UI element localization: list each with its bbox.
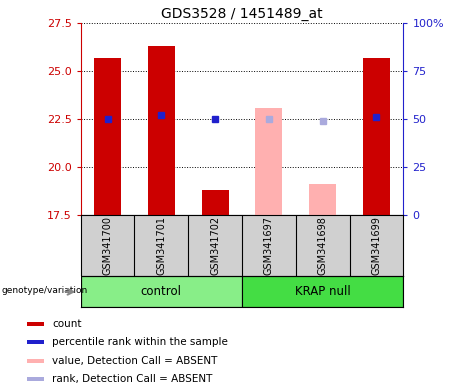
Text: GSM341700: GSM341700: [102, 216, 112, 275]
Text: GSM341697: GSM341697: [264, 216, 274, 275]
Bar: [27, 322, 44, 326]
Bar: [27, 359, 44, 362]
Bar: [309, 184, 336, 215]
Text: GSM341698: GSM341698: [318, 216, 328, 275]
Bar: [148, 46, 175, 215]
Text: GSM341701: GSM341701: [156, 216, 166, 275]
Bar: [242, 276, 403, 307]
Bar: [201, 190, 229, 215]
Bar: [27, 340, 44, 344]
Title: GDS3528 / 1451489_at: GDS3528 / 1451489_at: [161, 7, 323, 21]
Text: control: control: [141, 285, 182, 298]
Text: genotype/variation: genotype/variation: [1, 286, 88, 295]
Text: value, Detection Call = ABSENT: value, Detection Call = ABSENT: [52, 356, 218, 366]
Bar: [255, 108, 282, 215]
Bar: [81, 276, 242, 307]
Text: percentile rank within the sample: percentile rank within the sample: [52, 338, 228, 348]
Text: KRAP null: KRAP null: [295, 285, 350, 298]
Bar: [363, 58, 390, 215]
Bar: [27, 377, 44, 381]
Text: GSM341699: GSM341699: [372, 216, 382, 275]
Bar: [94, 58, 121, 215]
Text: rank, Detection Call = ABSENT: rank, Detection Call = ABSENT: [52, 374, 213, 384]
Text: GSM341702: GSM341702: [210, 216, 220, 275]
Text: count: count: [52, 319, 82, 329]
